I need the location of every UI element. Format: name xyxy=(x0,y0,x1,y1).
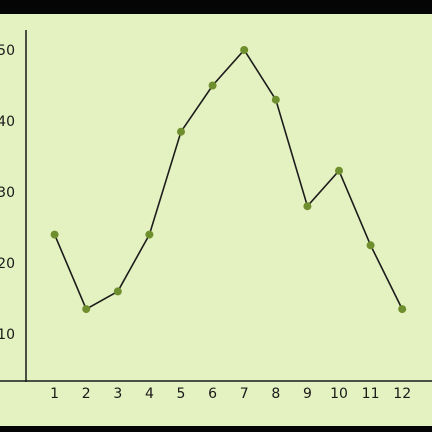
x-tick-label: 6 xyxy=(208,386,217,402)
x-tick-label: 8 xyxy=(271,386,280,402)
y-tick-label: 40 xyxy=(0,114,15,130)
x-tick-label: 11 xyxy=(362,386,380,402)
x-tick-label: 5 xyxy=(177,386,186,402)
x-tick-label: 3 xyxy=(113,386,122,402)
data-point xyxy=(208,81,217,90)
data-point xyxy=(145,230,154,239)
y-tick-label: 20 xyxy=(0,256,15,272)
y-tick-labels: 10203040506070 xyxy=(0,43,15,343)
data-point xyxy=(240,46,249,54)
x-tick-label: 2 xyxy=(82,386,91,402)
data-point xyxy=(303,202,312,211)
data-markers xyxy=(50,46,407,314)
data-point xyxy=(50,230,59,239)
x-tick-label: 12 xyxy=(393,386,411,402)
x-tick-label: 1 xyxy=(50,386,59,402)
data-point xyxy=(335,166,343,175)
bottom-black-bar xyxy=(0,426,432,432)
data-point xyxy=(398,305,407,314)
data-point xyxy=(271,95,280,104)
y-tick-label: 30 xyxy=(0,185,15,201)
y-tick-label: 50 xyxy=(0,43,15,59)
x-tick-label: 10 xyxy=(330,386,348,402)
x-tick-labels: 1 2 3 4 5 6 7 8 9 10 11 12 xyxy=(50,386,411,402)
data-point xyxy=(113,287,122,296)
top-black-bar xyxy=(0,0,432,14)
axes xyxy=(0,30,432,382)
data-point xyxy=(177,127,185,136)
data-point xyxy=(82,305,91,314)
x-tick-label: 4 xyxy=(145,386,154,402)
x-tick-label: 7 xyxy=(240,386,249,402)
series-line xyxy=(53,48,403,311)
x-tick-label: 9 xyxy=(303,386,312,402)
y-tick-label: 10 xyxy=(0,327,15,343)
data-point xyxy=(366,241,375,250)
